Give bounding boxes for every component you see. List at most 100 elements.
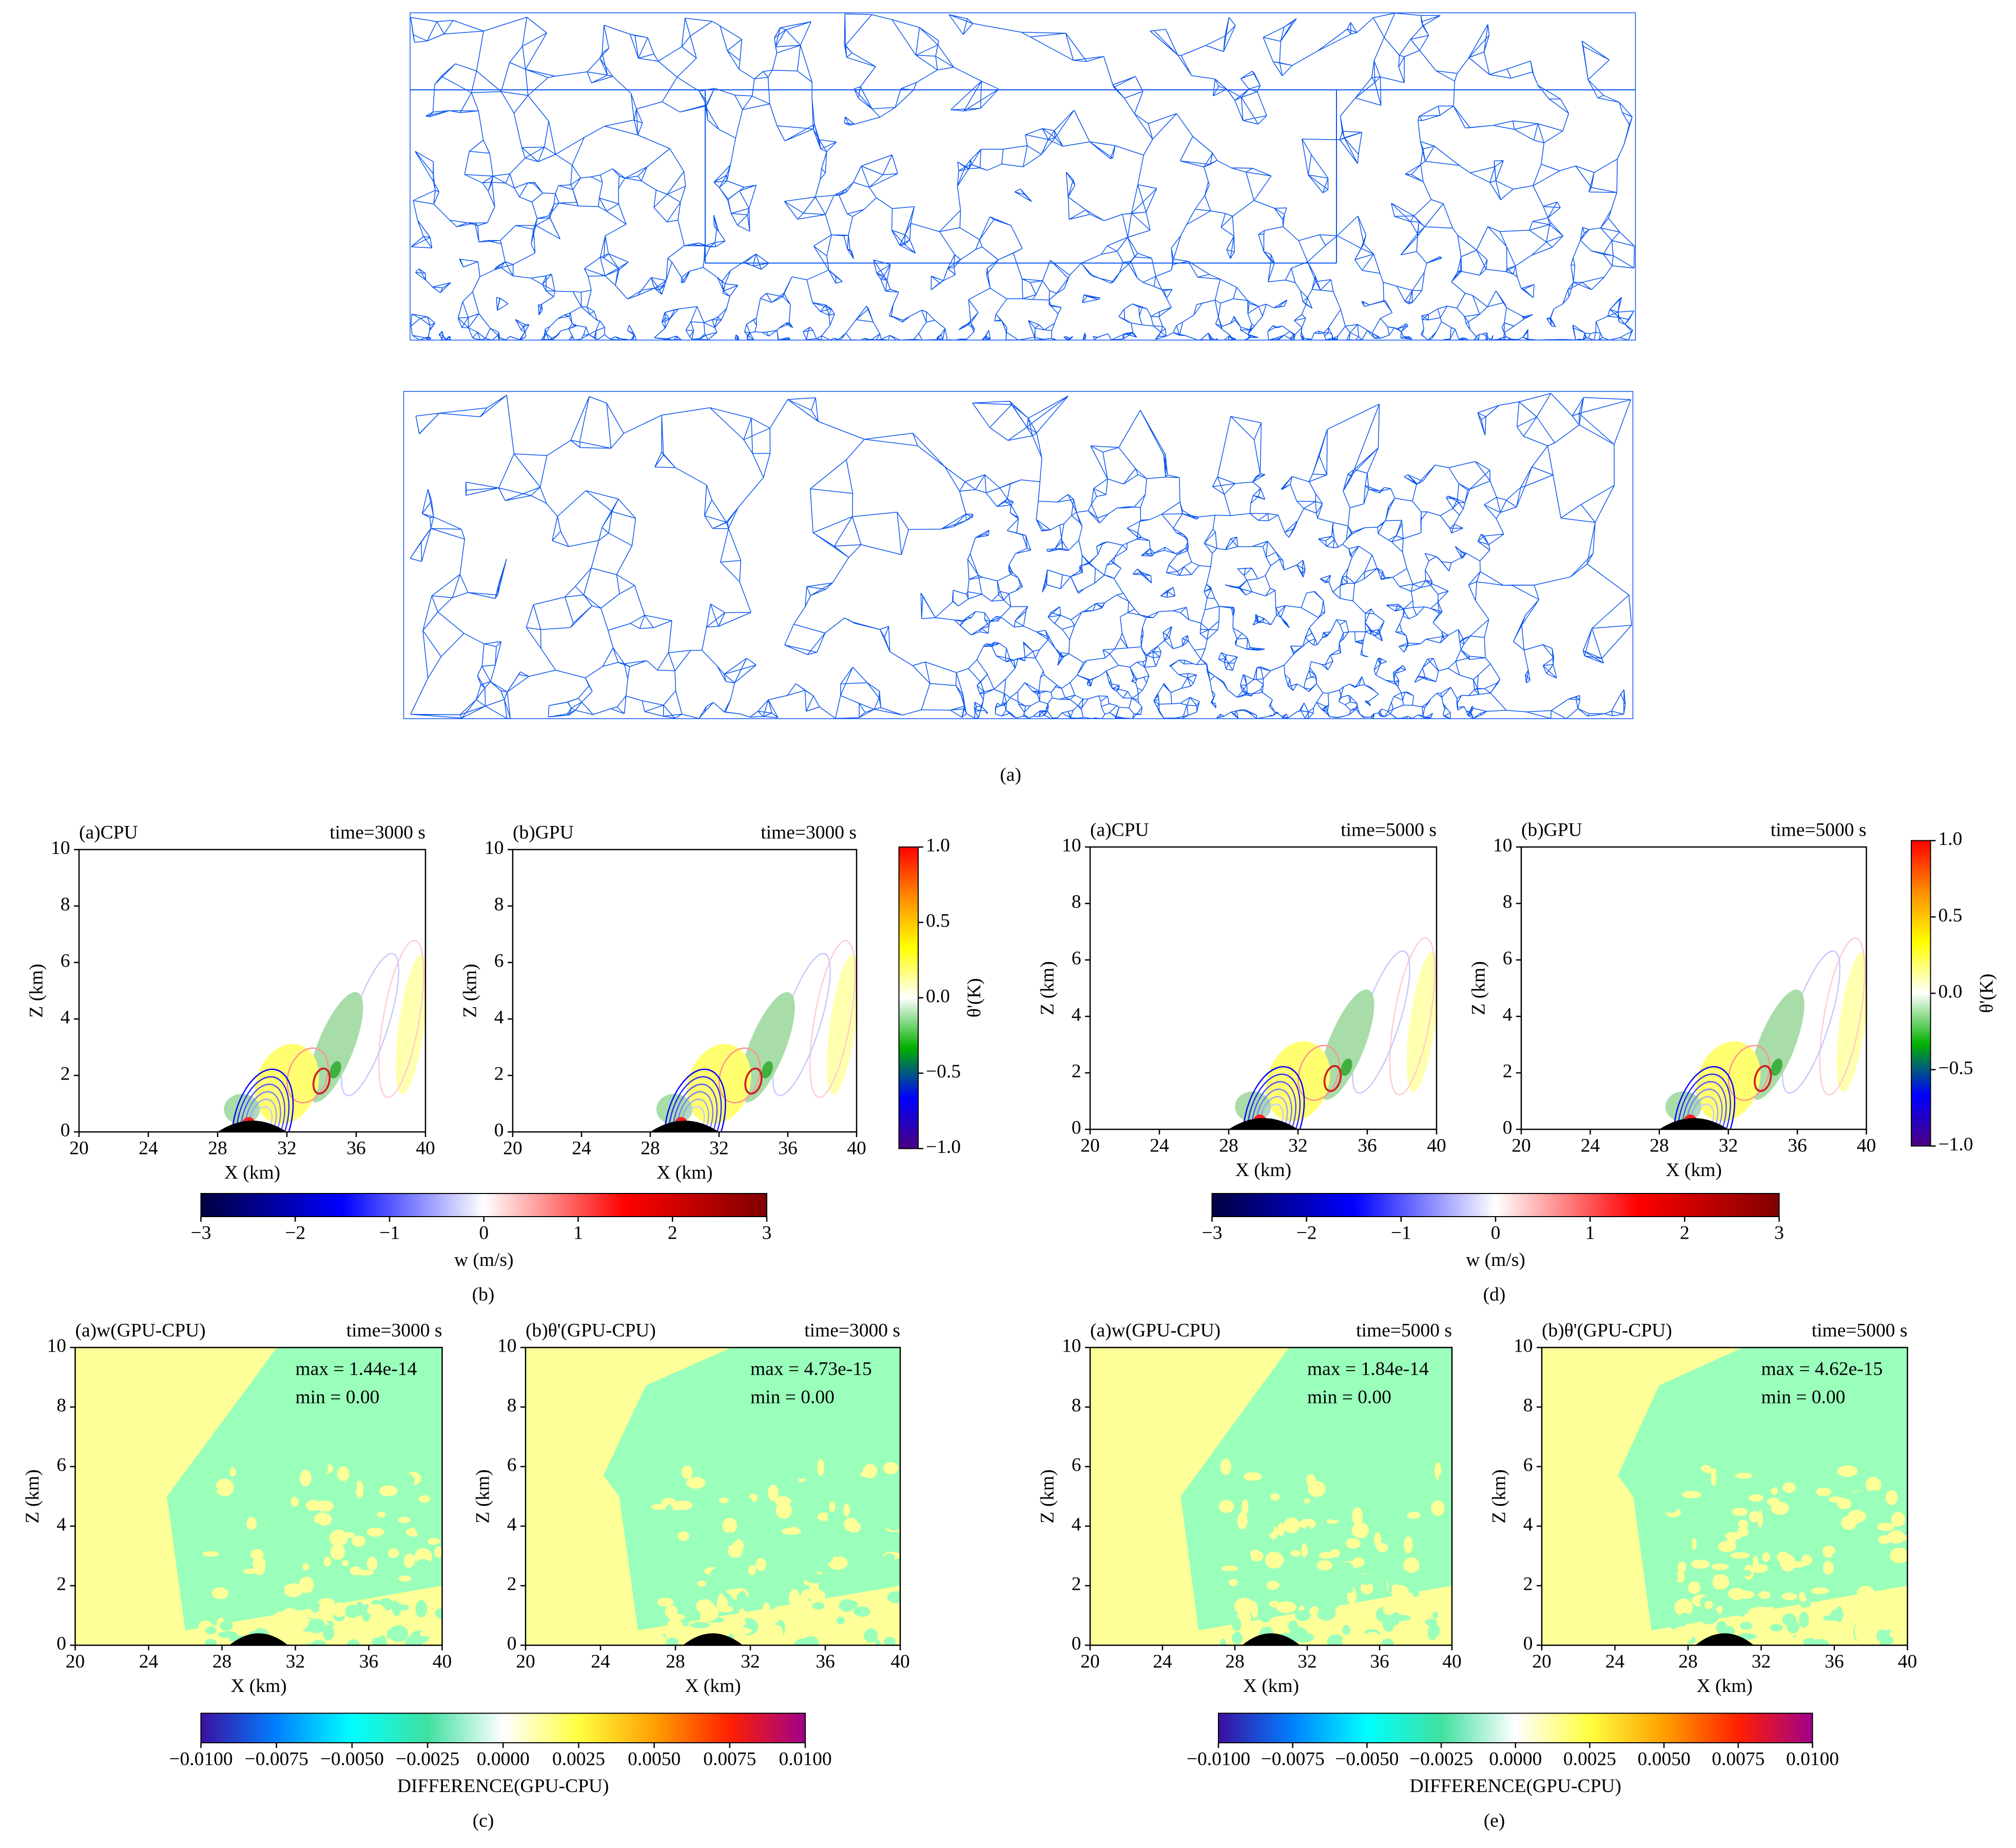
diff-field <box>1439 1471 1452 1486</box>
theta-field <box>826 954 857 1095</box>
diff-field <box>1403 1536 1413 1554</box>
diff-field <box>351 1481 357 1493</box>
diff-field <box>1866 1635 1876 1645</box>
colorbar-label: DIFFERENCE(GPU-CPU) <box>397 1776 609 1797</box>
diff-field <box>1699 1607 1719 1625</box>
diff-field <box>1668 1569 1678 1585</box>
diff-field <box>853 1607 863 1615</box>
diff-field <box>776 1583 784 1593</box>
diff-field <box>1260 1588 1277 1596</box>
diff-field <box>829 1501 836 1513</box>
x-tick-label: 32 <box>741 1651 760 1672</box>
diff-field <box>1232 1631 1243 1645</box>
x-tick-label: 24 <box>591 1651 610 1672</box>
diff-field <box>1407 1512 1421 1519</box>
diff-field <box>661 1497 677 1511</box>
w-contour <box>672 1083 718 1132</box>
diff-field <box>722 1517 738 1534</box>
diff-field <box>1885 1490 1898 1505</box>
diff-field <box>1323 1491 1340 1502</box>
y-tick-label: 2 <box>1072 1061 1081 1082</box>
y-tick-label: 10 <box>1062 1336 1081 1357</box>
w-contour <box>1323 1065 1342 1092</box>
diff-field <box>434 1546 442 1558</box>
diff-field <box>563 1348 900 1630</box>
diff-field <box>827 1570 837 1584</box>
colorbar-tick-label: 0.0075 <box>1712 1749 1765 1770</box>
diff-field <box>1230 1545 1237 1553</box>
theta-field <box>307 992 363 1103</box>
diff-field <box>1680 1614 1700 1621</box>
diff-field <box>1742 1570 1752 1576</box>
diff-field <box>1295 1610 1311 1621</box>
colorbar-tick-label: 0 <box>479 1223 489 1244</box>
y-tick-label: 6 <box>494 951 504 972</box>
w-contour <box>1694 1103 1715 1129</box>
y-tick-label: 6 <box>507 1455 517 1476</box>
annotation: min = 0.00 <box>1761 1387 1846 1408</box>
panel-title: (a)w(GPU-CPU) <box>75 1320 206 1341</box>
diff-field <box>717 1552 727 1562</box>
colorbar-tick-label: 0.0100 <box>1786 1749 1839 1770</box>
colorbar-tick-label: 3 <box>762 1223 772 1244</box>
y-tick-label: 8 <box>1523 1395 1533 1416</box>
diff-field <box>1403 1557 1420 1573</box>
diff-field <box>1350 1471 1367 1484</box>
panel-title: (a)CPU <box>79 822 138 843</box>
diff-field <box>1738 1519 1749 1529</box>
w-contour <box>719 1047 761 1104</box>
diff-field <box>1841 1515 1857 1530</box>
w-contour <box>1681 1081 1727 1129</box>
x-axis-label: X (km) <box>224 1162 280 1183</box>
diff-field <box>667 1613 686 1621</box>
w-contour <box>1673 1066 1736 1129</box>
diff-field <box>1766 1611 1771 1628</box>
diff-field <box>1232 1618 1242 1631</box>
diff-field <box>1891 1512 1906 1527</box>
diff-field <box>703 1536 720 1551</box>
diff-field <box>1691 1560 1710 1569</box>
diff-field <box>435 1608 442 1619</box>
colorbar-tick-label: 0.0075 <box>703 1749 756 1770</box>
diff-field <box>1431 1500 1445 1516</box>
diff-field <box>1765 1477 1777 1489</box>
diff-field <box>1383 1603 1394 1615</box>
diff-field <box>861 1521 872 1539</box>
theta-field <box>656 1094 692 1125</box>
diff-field <box>681 1466 693 1479</box>
terrain <box>526 1633 743 1645</box>
x-tick-label: 28 <box>666 1651 685 1672</box>
diff-field <box>741 1497 753 1510</box>
diff-field <box>665 1505 673 1516</box>
diff-field <box>726 1589 742 1594</box>
diff-field <box>1869 1490 1879 1497</box>
x-tick-label: 20 <box>516 1651 535 1672</box>
w-contour <box>240 1083 285 1132</box>
x-tick-label: 40 <box>1898 1651 1917 1672</box>
theta-field <box>1771 1058 1782 1076</box>
plot-area <box>1090 937 1437 1129</box>
theta-field <box>739 992 795 1103</box>
w-contour <box>664 1068 726 1132</box>
x-tick-label: 24 <box>1150 1135 1169 1157</box>
x-tick-label: 20 <box>1080 1651 1100 1672</box>
panel-time: time=5000 s <box>1812 1320 1908 1341</box>
colorbar-tick-label: 1.0 <box>1939 829 1963 850</box>
diff-field <box>240 1502 250 1518</box>
diff-field <box>1381 1580 1387 1594</box>
diff-field <box>377 1511 386 1518</box>
colorbar-tick-label: −0.0050 <box>320 1749 384 1770</box>
diff-field <box>526 1348 657 1481</box>
diff-field <box>396 1473 415 1488</box>
diff-field <box>728 1545 743 1558</box>
diff-field <box>827 1556 848 1570</box>
w-contour <box>1819 937 1866 1096</box>
diff-field <box>1446 1627 1452 1639</box>
diff-field <box>337 1521 353 1530</box>
diff-field <box>739 1477 757 1489</box>
w-contour <box>1685 1088 1723 1129</box>
terrain <box>1521 1118 1729 1129</box>
y-tick-label: 10 <box>51 838 70 859</box>
w-contour <box>231 1068 294 1132</box>
x-tick-label: 36 <box>346 1138 366 1159</box>
